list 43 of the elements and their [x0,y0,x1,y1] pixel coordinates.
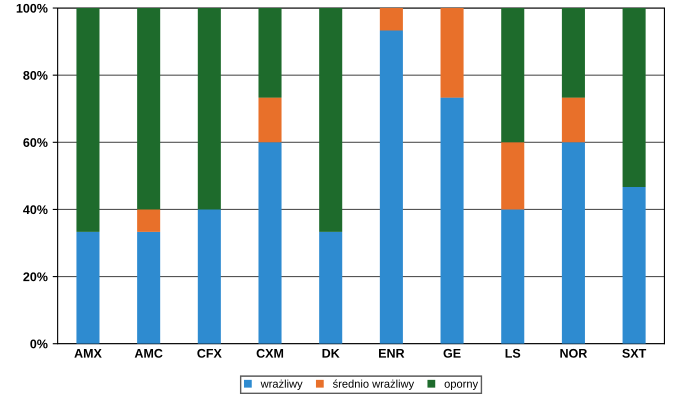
bar [562,142,585,344]
bar [622,8,646,187]
bar [258,98,282,142]
bar [501,8,524,142]
x-tick-label: CFX [197,348,222,358]
bar [137,232,160,344]
y-tick-label: 100% [16,4,48,13]
x-tick-label: CXM [256,348,284,358]
bar [380,30,403,344]
bar [319,8,342,232]
x-tick-label: SXT [622,348,646,358]
bar [562,8,585,98]
bar [562,98,585,142]
bar [380,8,403,31]
x-tick-label: AMC [134,348,163,358]
bar [258,8,282,98]
bar [319,232,342,344]
bar [501,209,524,344]
bar [198,8,221,210]
bar [137,8,160,210]
y-tick-label: 60% [23,138,48,147]
x-tick-label: GE [444,348,461,358]
bar [258,142,282,344]
x-tick-label: LS [506,348,520,358]
bar [137,209,160,232]
x-tick-label: ENR [379,349,404,358]
y-tick-label: 0% [30,340,48,348]
x-tick-label: DK [322,349,340,358]
x-tick-label: AMX [74,349,102,358]
y-tick-label: 20% [23,272,48,282]
bar [76,8,100,232]
bar [76,232,100,344]
legend-label: średnio wrażliwy [332,379,414,390]
bar [622,186,646,344]
bar [440,8,464,98]
legend-label: oporny [444,382,478,390]
y-tick-label: 80% [23,70,48,80]
bar [440,98,464,344]
y-tick-label: 40% [23,205,48,214]
legend-label: wrażliwy [260,380,303,390]
bar [501,142,524,210]
x-tick-label: NOR [560,348,588,358]
bar [198,209,221,344]
